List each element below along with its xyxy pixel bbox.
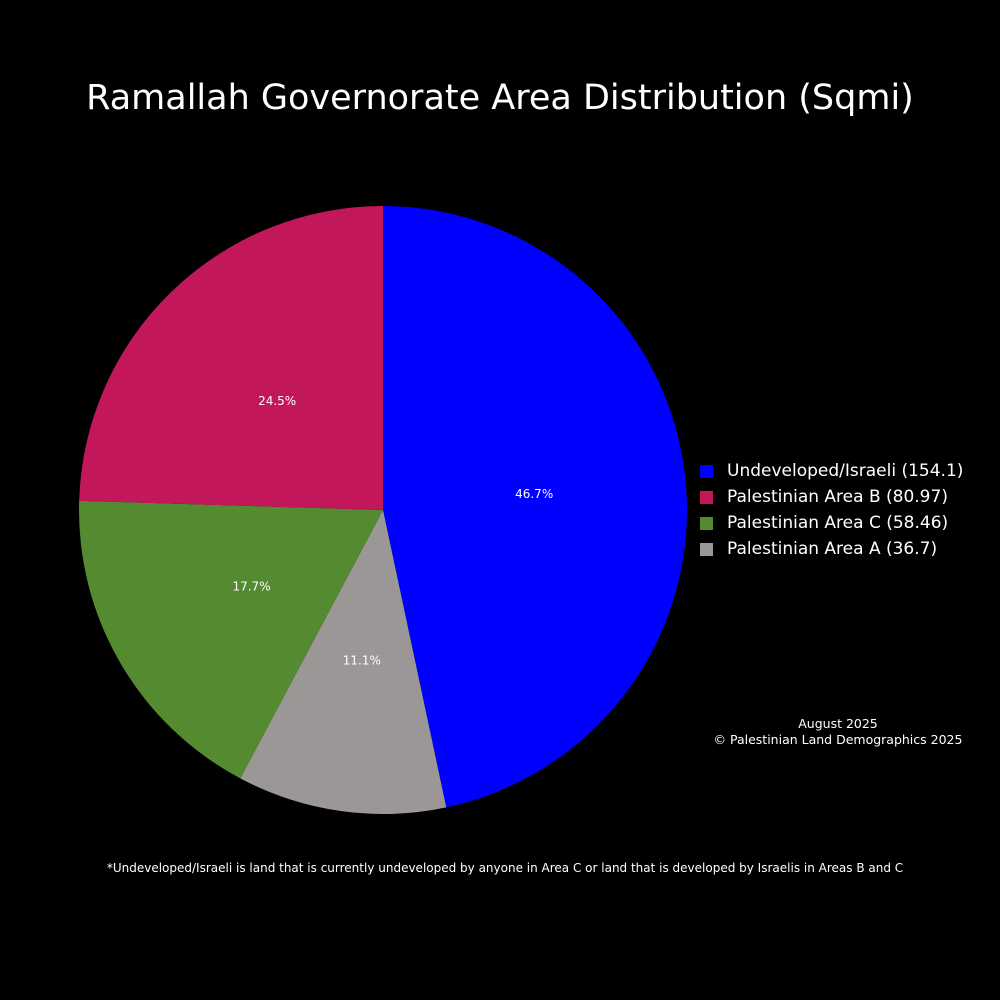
legend-swatch xyxy=(700,464,713,478)
legend-item[interactable]: Palestinian Area C (58.46) xyxy=(700,510,963,536)
pie-percent-label: 46.7% xyxy=(515,487,553,501)
legend-label: Palestinian Area B (80.97) xyxy=(727,487,948,507)
pie-percent-label: 24.5% xyxy=(258,394,296,408)
legend-item[interactable]: Undeveloped/Israeli (154.1) xyxy=(700,458,963,484)
pie-slice-undeveloped-israeli xyxy=(383,206,687,808)
footnote: *Undeveloped/Israeli is land that is cur… xyxy=(106,861,904,875)
legend-label: Palestinian Area A (36.7) xyxy=(727,539,938,559)
legend-item[interactable]: Palestinian Area B (80.97) xyxy=(700,484,963,510)
annotation-date: August 2025 xyxy=(798,716,878,731)
pie-percent-label: 11.1% xyxy=(343,654,381,668)
legend-swatch xyxy=(700,542,713,556)
legend: Undeveloped/Israeli (154.1) Palestinian A… xyxy=(700,458,963,562)
legend-swatch xyxy=(700,490,713,504)
annotation-copyright: © Palestinian Land Demographics 2025 xyxy=(713,732,963,747)
chart-title: Ramallah Governorate Area Distribution (… xyxy=(86,78,914,118)
pie-slice-palestinian-area-c xyxy=(79,500,383,779)
pie-slice-palestinian-area-b xyxy=(79,206,383,510)
legend-label: Palestinian Area C (58.46) xyxy=(727,513,949,533)
annotation: August 2025 © Palestinian Land Demograph… xyxy=(698,716,978,748)
pie-percent-label: 17.7% xyxy=(232,579,270,593)
pie-slice-palestinian-area-a xyxy=(240,510,447,814)
legend-label: Undeveloped/Israeli (154.1) xyxy=(727,461,964,481)
legend-item[interactable]: Palestinian Area A (36.7) xyxy=(700,536,963,562)
legend-swatch xyxy=(700,516,713,530)
